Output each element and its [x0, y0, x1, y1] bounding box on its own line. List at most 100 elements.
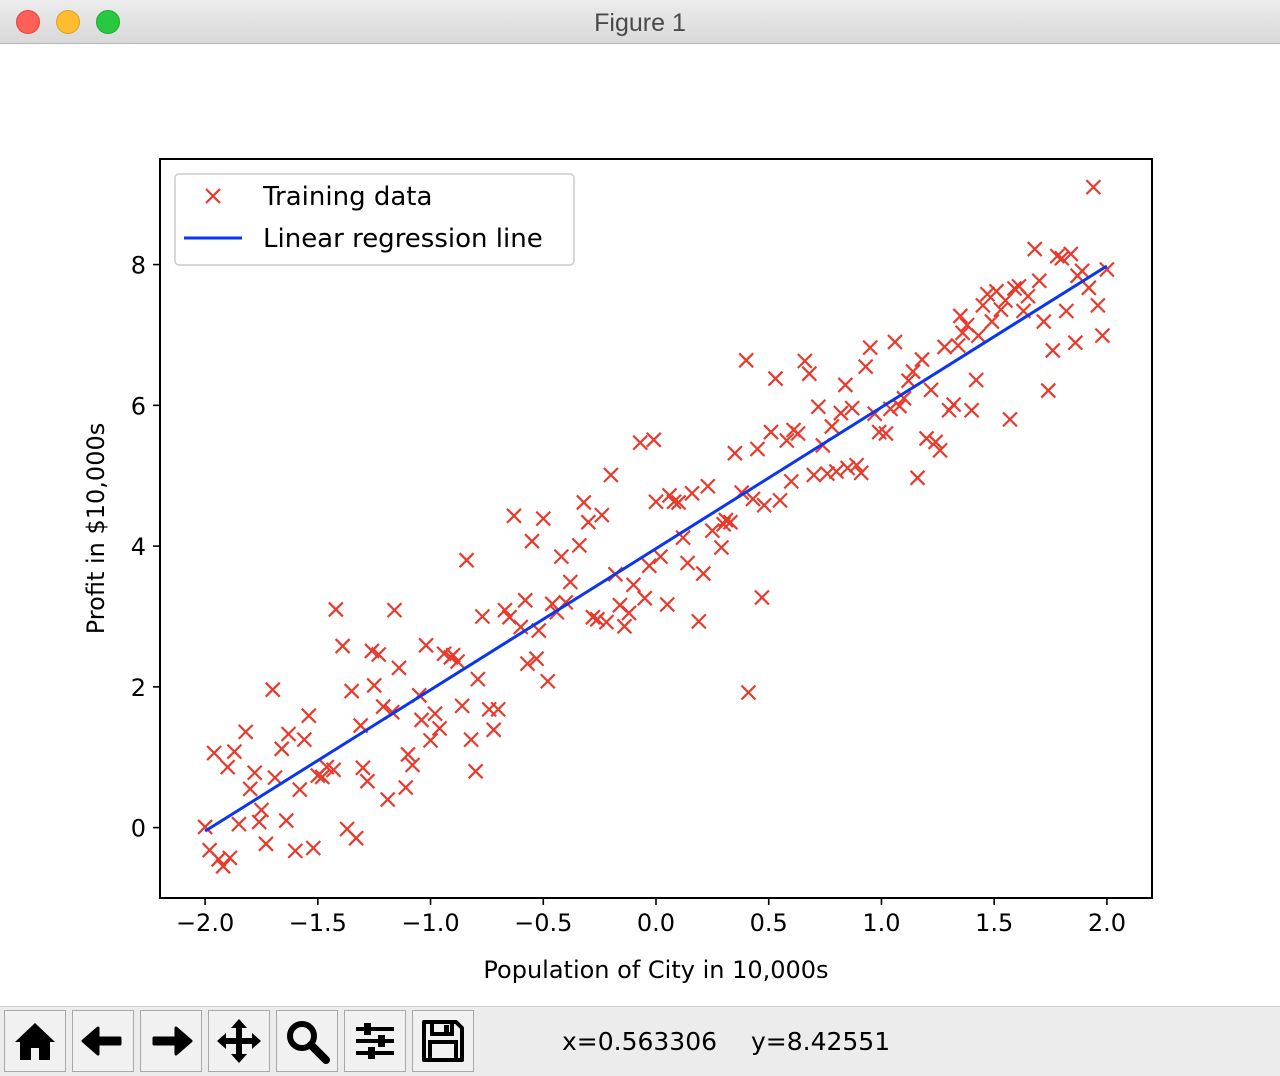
- scatter-chart: −2.0 −1.5 −1.0 −0.5 0.0 0.5 1.0 1.5 2.0 0 2 4 6 8 Popu…: [82, 158, 1153, 984]
- scatter-point: [397, 779, 414, 796]
- scatter-point: [783, 473, 800, 490]
- legend-label-regression: Linear regression line: [263, 224, 543, 254]
- scatter-point: [918, 430, 935, 447]
- scatter-point: [222, 850, 238, 866]
- scatter-point: [1006, 280, 1023, 297]
- scatter-point: [984, 313, 1000, 330]
- scatter-point: [458, 552, 475, 568]
- scatter-point: [400, 746, 416, 763]
- save-icon: [422, 1020, 464, 1062]
- scatter-point: [857, 358, 874, 375]
- forward-button[interactable]: [140, 1010, 202, 1072]
- navigation-toolbar: x=0.563306 y=8.42551: [0, 1006, 1280, 1076]
- scatter-point: [740, 684, 757, 701]
- scatter-point: [704, 522, 721, 539]
- scatter-point: [314, 769, 331, 785]
- scatter-point: [562, 574, 579, 590]
- scatter-point: [1063, 246, 1079, 262]
- legend: Training data Linear regression line: [174, 173, 575, 266]
- scatter-point: [1049, 248, 1066, 264]
- scatter-point: [896, 390, 912, 407]
- configure-subplots-button[interactable]: [344, 1010, 406, 1072]
- scatter-point: [343, 683, 360, 699]
- legend-marker-scatter: [205, 188, 221, 204]
- scatter-point: [246, 764, 263, 781]
- scatter-point: [413, 712, 430, 728]
- scatter-point: [968, 372, 984, 388]
- scatter-point: [1094, 327, 1111, 344]
- scatter-point: [927, 434, 944, 450]
- figure-canvas[interactable]: −2.0 −1.5 −1.0 −0.5 0.0 0.5 1.0 1.5 2.0 0 2 4 6 8 Popu…: [0, 44, 1280, 1006]
- close-window-button[interactable]: [16, 10, 40, 34]
- scatter-point: [900, 372, 917, 389]
- scatter-point: [853, 465, 869, 481]
- scatter-point: [553, 548, 570, 565]
- scatter-point: [226, 743, 243, 760]
- x-tick-label: −1.5: [289, 909, 347, 937]
- x-tick-label: 2.0: [1088, 909, 1126, 937]
- scatter-point: [754, 589, 770, 606]
- scatter-point: [197, 819, 213, 835]
- scatter-point: [1036, 313, 1052, 330]
- back-button[interactable]: [72, 1010, 134, 1072]
- scatter-point: [914, 351, 930, 368]
- scatter-point: [828, 463, 845, 480]
- x-axis-label: Population of City in 10,000s: [483, 956, 828, 984]
- scatter-point: [848, 457, 865, 473]
- scatter-point: [679, 555, 696, 571]
- scatter-point: [454, 698, 470, 714]
- scatter-point: [467, 763, 484, 780]
- scatter-point: [273, 741, 290, 757]
- minimize-window-button[interactable]: [56, 10, 80, 34]
- x-tick-label: −2.0: [176, 909, 234, 937]
- scatter-point: [684, 485, 700, 502]
- scatter-point: [695, 565, 712, 582]
- axes-frame: [159, 158, 1153, 899]
- scatter-point: [1058, 303, 1075, 319]
- scatter-point: [359, 773, 376, 789]
- scatter-point: [603, 467, 619, 483]
- scatter-point: [1054, 250, 1070, 267]
- scatter-point: [700, 478, 716, 495]
- scatter-point: [952, 308, 969, 324]
- scatter-point: [431, 720, 448, 737]
- scatter-point: [1040, 382, 1057, 399]
- scatter-point: [258, 836, 274, 852]
- scatter-point: [524, 533, 540, 549]
- scatter-point: [296, 731, 313, 748]
- y-tick-label: 2: [131, 674, 146, 702]
- scatter-point: [463, 731, 479, 748]
- home-button[interactable]: [4, 1010, 66, 1072]
- scatter-point: [862, 339, 878, 356]
- scatter-point: [370, 646, 387, 663]
- scatter-point: [887, 334, 903, 350]
- scatter-point: [954, 325, 971, 341]
- scatter-point: [519, 655, 536, 672]
- scatter-point: [963, 402, 980, 419]
- scatter-point: [891, 398, 908, 414]
- zoom-button[interactable]: [276, 1010, 338, 1072]
- scatter-point: [1081, 280, 1097, 296]
- pan-icon: [217, 1019, 261, 1063]
- scatter-point: [366, 677, 382, 694]
- save-button[interactable]: [412, 1010, 474, 1072]
- scatter-point: [328, 601, 344, 618]
- maximize-window-button[interactable]: [96, 10, 120, 34]
- scatter-point: [645, 432, 662, 448]
- pan-button[interactable]: [208, 1010, 270, 1072]
- scatter-point: [997, 292, 1014, 309]
- scatter-point: [641, 558, 658, 574]
- scatter-point: [528, 650, 545, 667]
- scatter-point: [219, 759, 236, 775]
- scatter-point: [616, 618, 633, 635]
- scatter-point: [594, 507, 610, 523]
- scatter-point: [427, 705, 443, 722]
- scatter-point: [404, 757, 421, 773]
- scatter-point: [790, 425, 806, 442]
- scatter-point: [625, 577, 642, 593]
- scatter-point: [833, 405, 849, 421]
- scatter-point: [666, 493, 682, 510]
- x-tick-label: 1.0: [862, 909, 900, 937]
- scatter-point: [936, 339, 953, 355]
- scatter-point: [348, 830, 364, 846]
